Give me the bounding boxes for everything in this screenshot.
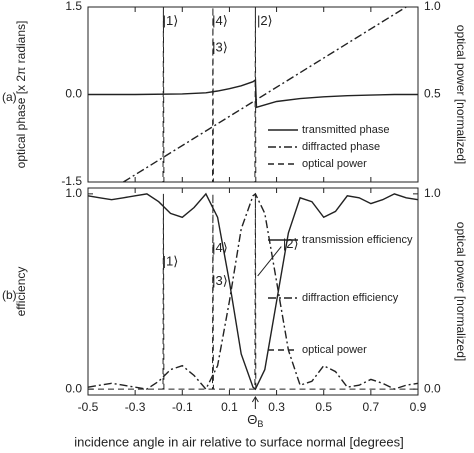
series-line (123, 6, 407, 183)
state-label: |1⟩ (163, 13, 179, 28)
series-line (87, 192, 419, 391)
state-label: |3⟩ (212, 273, 228, 288)
marker-label-main: Θ (247, 412, 257, 427)
panel-label: (a) (2, 90, 17, 104)
state-label: |4⟩ (212, 240, 228, 255)
leader-line (257, 246, 282, 277)
x-tick-label: 0.1 (221, 400, 238, 414)
series-line (88, 6, 418, 183)
plot-frame (87, 187, 419, 396)
series-line (87, 192, 419, 391)
y2-tick-label: 1.0 (424, 0, 441, 13)
y-tick-label: 1.0 (65, 186, 82, 200)
legend-label: optical power (302, 158, 367, 170)
x-tick-label: -0.5 (78, 400, 99, 414)
series-line (88, 78, 418, 109)
legend-label: transmission efficiency (302, 234, 413, 246)
marker-label-sub: B (257, 419, 263, 429)
x-tick-label: 0.3 (268, 400, 285, 414)
y2-tick-label: 0.5 (424, 87, 441, 101)
x-tick-label: -0.3 (125, 400, 146, 414)
x-tick-label: 0.7 (363, 400, 380, 414)
x-axis-label: incidence angle in air relative to surfa… (74, 434, 404, 449)
state-label: |4⟩ (212, 13, 228, 28)
legend-label: optical power (302, 344, 367, 356)
x-tick-label: 0.5 (315, 400, 332, 414)
y-axis-label: optical phase [x 2π radians] (14, 21, 28, 169)
state-label: |1⟩ (163, 254, 179, 269)
y-axis-label: efficiency (14, 267, 28, 317)
y-tick-label: -1.5 (61, 174, 82, 188)
y2-axis-label: optical power [normalized] (454, 222, 468, 361)
legend-label: diffracted phase (302, 141, 380, 153)
x-tick-label: -0.1 (172, 400, 193, 414)
state-label: |3⟩ (212, 39, 228, 54)
state-label: |2⟩ (257, 13, 273, 28)
y-tick-label: 0.0 (65, 381, 82, 395)
y-tick-label: 1.5 (65, 0, 82, 13)
marker-arrowhead (251, 396, 259, 403)
legend-label: transmitted phase (302, 124, 389, 136)
x-tick-label: 0.9 (410, 400, 427, 414)
series-line (88, 193, 418, 390)
y2-tick-label: 1.0 (424, 186, 441, 200)
y-tick-label: 0.0 (65, 87, 82, 101)
y2-tick-label: 0.0 (424, 381, 441, 395)
y2-axis-label: optical power [normalized] (454, 25, 468, 164)
marker-label: ΘB (247, 412, 263, 429)
state-label: |2⟩ (283, 236, 299, 251)
legend-label: diffraction efficiency (302, 292, 399, 304)
panel-label: (b) (2, 288, 17, 302)
